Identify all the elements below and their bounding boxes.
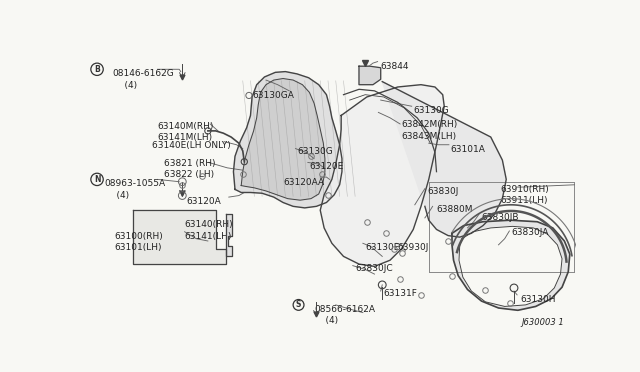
Text: 08146-6162G
    (4): 08146-6162G (4) (113, 69, 174, 90)
Text: 63120A: 63120A (186, 197, 221, 206)
Text: B: B (94, 65, 100, 74)
Text: 63910(RH)
63911(LH): 63910(RH) 63911(LH) (501, 185, 550, 205)
Text: 63140E(LH ONLY): 63140E(LH ONLY) (152, 141, 231, 150)
Polygon shape (132, 210, 226, 264)
Text: 63130E: 63130E (365, 243, 399, 252)
Polygon shape (382, 81, 506, 237)
Text: 63100(RH)
63101(LH): 63100(RH) 63101(LH) (114, 232, 163, 252)
Text: 63844: 63844 (381, 62, 409, 71)
Text: 63842M(RH)
63843M(LH): 63842M(RH) 63843M(LH) (402, 120, 458, 141)
Text: 63821 (RH)
63822 (LH): 63821 (RH) 63822 (LH) (164, 158, 215, 179)
Text: 63830JA: 63830JA (511, 228, 548, 237)
Text: N: N (94, 175, 100, 184)
Text: J630003 1: J630003 1 (522, 318, 564, 327)
Polygon shape (320, 85, 444, 266)
Text: 63830J: 63830J (428, 187, 459, 196)
Text: 63140(RH)
63141(LH): 63140(RH) 63141(LH) (184, 220, 233, 241)
Text: 63120AA: 63120AA (284, 178, 325, 187)
Text: 63830JC: 63830JC (355, 264, 393, 273)
Polygon shape (241, 78, 325, 200)
Polygon shape (226, 214, 232, 256)
Text: 63880M: 63880M (436, 205, 473, 214)
Polygon shape (452, 220, 570, 310)
Text: 08566-6162A
    (4): 08566-6162A (4) (314, 305, 375, 326)
Text: 63130G: 63130G (297, 147, 333, 156)
Polygon shape (234, 71, 342, 208)
Polygon shape (359, 66, 381, 85)
Text: 63131F: 63131F (384, 289, 418, 298)
Polygon shape (459, 226, 562, 307)
Text: S: S (296, 301, 301, 310)
Text: 63130GA: 63130GA (252, 91, 294, 100)
Text: 63140M(RH)
63141M(LH): 63140M(RH) 63141M(LH) (157, 122, 214, 142)
Text: 63130G: 63130G (413, 106, 449, 115)
Text: 63830JB: 63830JB (481, 212, 519, 221)
Text: 63101A: 63101A (451, 145, 485, 154)
Text: 63120E: 63120E (309, 163, 344, 171)
Text: 63130H: 63130H (520, 295, 556, 304)
Text: 08963-1055A
    (4): 08963-1055A (4) (105, 179, 166, 200)
Text: 63930J: 63930J (397, 243, 429, 252)
